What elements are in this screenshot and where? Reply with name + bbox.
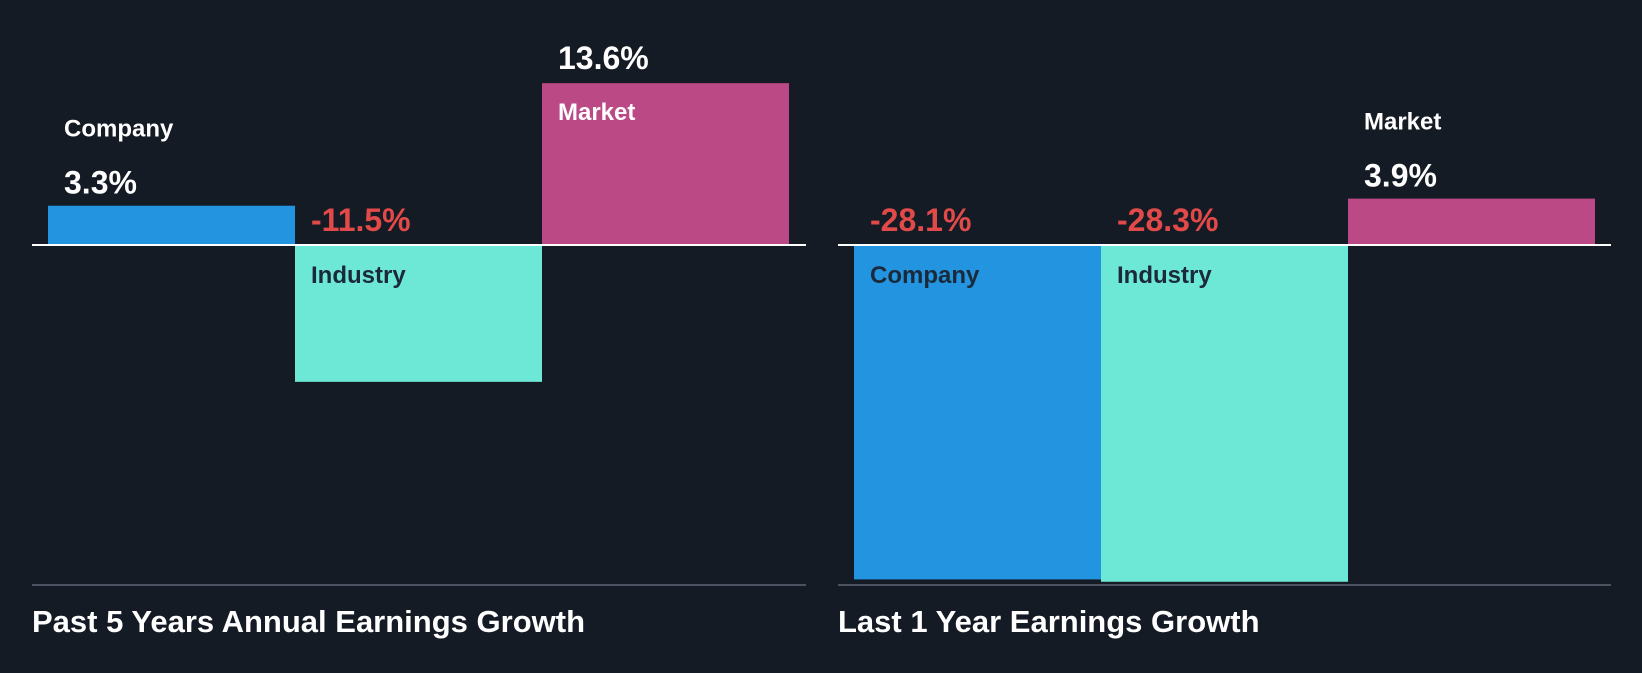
past-5y-category-label-market: Market — [558, 99, 635, 126]
last-1y-bar-industry — [1101, 245, 1348, 582]
last-1y-category-label-market: Market — [1364, 109, 1441, 136]
last-1y-bar-company — [854, 245, 1101, 580]
past-5y-category-label-company: Company — [64, 116, 174, 143]
past-5y-value-label-market: 13.6% — [558, 40, 649, 76]
past-5y-value-label-industry: -11.5% — [311, 202, 411, 238]
chart-title-last-1-year: Last 1 Year Earnings Growth — [838, 604, 1260, 639]
chart-title-past-5-years: Past 5 Years Annual Earnings Growth — [32, 604, 586, 639]
last-1y-value-label-company: -28.1% — [870, 202, 971, 238]
past-5y-bar-market — [542, 83, 789, 245]
past-5y-category-label-industry: Industry — [311, 262, 406, 289]
last-1y-bar-market — [1348, 198, 1595, 245]
last-1y-category-label-company: Company — [870, 262, 980, 289]
last-1y-value-label-industry: -28.3% — [1117, 202, 1218, 238]
last-1y-value-label-market: 3.9% — [1364, 158, 1437, 194]
past-5y-value-label-company: 3.3% — [64, 165, 137, 201]
past-5y-bar-company — [48, 205, 295, 245]
last-1y-category-label-industry: Industry — [1117, 262, 1212, 289]
past-5y-bar-industry — [295, 245, 542, 382]
